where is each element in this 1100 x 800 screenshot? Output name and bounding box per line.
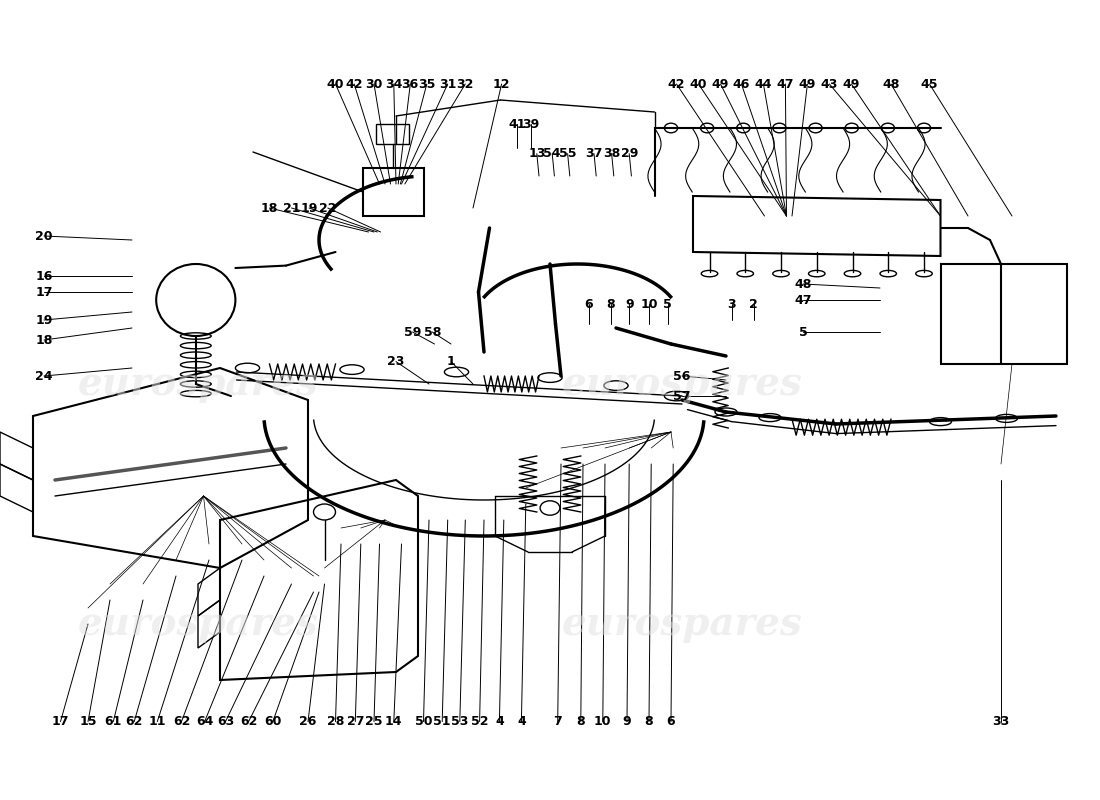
Text: 29: 29: [620, 147, 638, 160]
Text: 11: 11: [148, 715, 166, 728]
Circle shape: [701, 123, 714, 133]
Text: 8: 8: [645, 715, 653, 728]
Text: 27: 27: [346, 715, 364, 728]
Text: 52: 52: [471, 715, 488, 728]
Text: eurospares: eurospares: [562, 605, 802, 643]
Text: 5: 5: [799, 326, 807, 338]
Text: 47: 47: [777, 78, 794, 90]
Text: 30: 30: [365, 78, 383, 90]
Text: 46: 46: [733, 78, 750, 90]
Text: 17: 17: [35, 286, 53, 298]
Text: 44: 44: [755, 78, 772, 90]
Text: 37: 37: [585, 147, 603, 160]
Text: 62: 62: [125, 715, 143, 728]
Text: 43: 43: [821, 78, 838, 90]
Text: 15: 15: [79, 715, 97, 728]
Text: 1: 1: [447, 355, 455, 368]
Text: 6: 6: [667, 715, 675, 728]
Text: 33: 33: [992, 715, 1010, 728]
Text: eurospares: eurospares: [78, 605, 318, 643]
Text: 58: 58: [424, 326, 441, 338]
Text: 12: 12: [493, 78, 510, 90]
Text: 34: 34: [385, 78, 403, 90]
Text: 18: 18: [35, 334, 53, 346]
Text: 20: 20: [35, 230, 53, 242]
Text: 10: 10: [640, 298, 658, 310]
Text: 48: 48: [882, 78, 900, 90]
Circle shape: [845, 123, 858, 133]
Text: 48: 48: [794, 278, 812, 290]
Circle shape: [773, 123, 786, 133]
Circle shape: [808, 123, 822, 133]
Text: 28: 28: [327, 715, 344, 728]
Text: 64: 64: [196, 715, 213, 728]
Text: 4: 4: [517, 715, 526, 728]
Text: 61: 61: [104, 715, 122, 728]
Text: 21: 21: [283, 202, 300, 214]
Text: 54: 54: [543, 147, 561, 160]
Text: 49: 49: [799, 78, 816, 90]
Text: 8: 8: [576, 715, 585, 728]
Text: 57: 57: [673, 390, 691, 402]
Text: 19: 19: [35, 314, 53, 326]
Text: 53: 53: [451, 715, 469, 728]
Circle shape: [737, 123, 750, 133]
Text: 25: 25: [365, 715, 383, 728]
Text: 49: 49: [712, 78, 729, 90]
Text: 32: 32: [456, 78, 474, 90]
Text: 56: 56: [673, 370, 691, 382]
Text: 38: 38: [603, 147, 620, 160]
Text: 59: 59: [404, 326, 421, 338]
Text: 41: 41: [508, 118, 526, 130]
Text: 45: 45: [921, 78, 938, 90]
Text: 4: 4: [495, 715, 504, 728]
Text: 9: 9: [623, 715, 631, 728]
Text: 22: 22: [319, 202, 337, 214]
Text: 42: 42: [345, 78, 363, 90]
Text: 47: 47: [794, 294, 812, 306]
Text: 18: 18: [261, 202, 278, 214]
Text: 55: 55: [559, 147, 576, 160]
Text: 39: 39: [522, 118, 540, 130]
Text: 50: 50: [415, 715, 432, 728]
Text: 35: 35: [418, 78, 436, 90]
Circle shape: [881, 123, 894, 133]
Text: eurospares: eurospares: [78, 365, 318, 403]
Text: 3: 3: [727, 298, 736, 310]
Text: 31: 31: [439, 78, 456, 90]
Text: 23: 23: [387, 355, 405, 368]
Text: 60: 60: [264, 715, 282, 728]
Text: 62: 62: [240, 715, 257, 728]
Text: 2: 2: [749, 298, 758, 310]
Text: 7: 7: [553, 715, 562, 728]
Text: 63: 63: [217, 715, 234, 728]
Text: 24: 24: [35, 370, 53, 382]
Circle shape: [664, 123, 678, 133]
Text: 13: 13: [528, 147, 546, 160]
Text: 36: 36: [402, 78, 419, 90]
Text: 17: 17: [52, 715, 69, 728]
Text: 19: 19: [300, 202, 318, 214]
Text: eurospares: eurospares: [562, 365, 802, 403]
Circle shape: [917, 123, 931, 133]
Text: 62: 62: [173, 715, 190, 728]
Text: 14: 14: [385, 715, 403, 728]
Text: 51: 51: [433, 715, 451, 728]
Text: 5: 5: [663, 298, 672, 310]
Text: 26: 26: [299, 715, 317, 728]
Text: 49: 49: [843, 78, 860, 90]
Text: 9: 9: [625, 298, 634, 310]
Text: 16: 16: [35, 270, 53, 282]
Text: 8: 8: [606, 298, 615, 310]
Text: 6: 6: [584, 298, 593, 310]
Text: 42: 42: [668, 78, 685, 90]
Text: 40: 40: [327, 78, 344, 90]
Text: 10: 10: [594, 715, 612, 728]
Text: 40: 40: [690, 78, 707, 90]
